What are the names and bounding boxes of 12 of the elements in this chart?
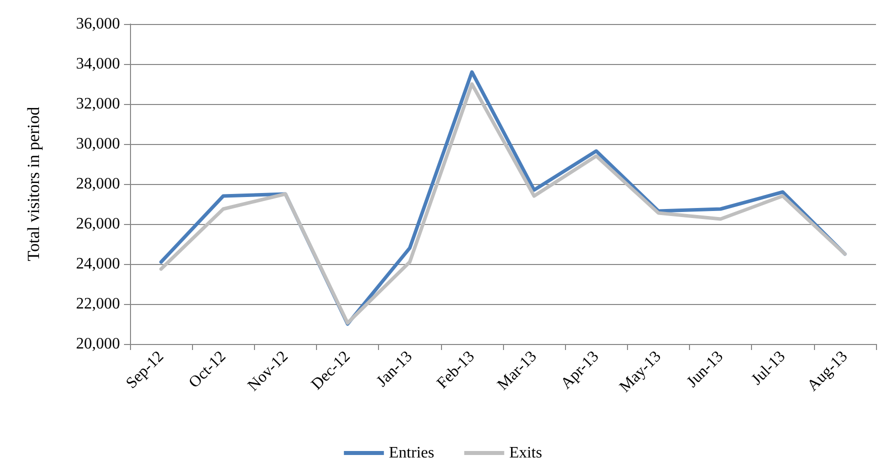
y-tick-label: 22,000	[76, 296, 120, 312]
legend-label: Entries	[388, 444, 434, 462]
y-tick-label: 30,000	[76, 136, 120, 152]
y-tick-label: 26,000	[76, 216, 120, 232]
y-axis-title: Total visitors in period	[24, 106, 43, 262]
y-tick-label: 24,000	[76, 256, 120, 272]
y-tick-label: 34,000	[76, 56, 120, 72]
y-tick-label: 20,000	[76, 336, 120, 352]
legend-label: Exits	[509, 444, 542, 462]
y-tick-label: 28,000	[76, 176, 120, 192]
y-tick-label: 32,000	[76, 96, 120, 112]
y-tick-label: 36,000	[76, 16, 120, 32]
